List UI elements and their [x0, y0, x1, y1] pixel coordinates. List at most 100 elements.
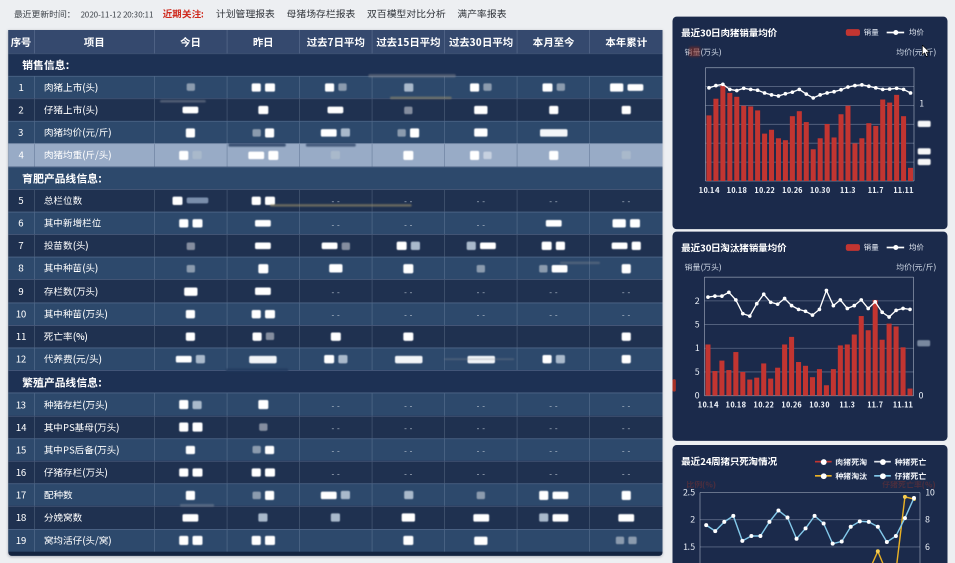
legend-sales-label[interactable]: 销量 [863, 241, 879, 253]
value-cell [153, 529, 227, 552]
link-sow-farm-inventory-report[interactable]: 母猪场存栏报表 [286, 6, 356, 21]
value-cell [299, 325, 372, 348]
value-cell [226, 121, 299, 144]
redacted-value-blob [541, 241, 552, 251]
legend-price-label[interactable]: 均价 [908, 241, 924, 253]
chart-panel-death-cull: 最近24周猪只死淘情况 肉猪死淘 种猪死亡 种猪淘汰 仔猪死亡 比例(%) 仔猪死亡率… [672, 444, 948, 563]
table-row-7[interactable]: 7 投苗数(头) [7, 234, 663, 257]
link-full-capacity-report[interactable]: 满产率报表 [457, 6, 507, 21]
redacted-value-blob [539, 264, 548, 273]
table-row-13[interactable]: 13 种猪存栏(万头) - - - - - - - - - - [7, 392, 663, 416]
value-cell [589, 121, 663, 144]
table-row-11[interactable]: 11 死亡率(%) [7, 324, 663, 348]
table-row-10[interactable]: 10 其中种苗(万头) - - - - - - - - - - [7, 302, 663, 325]
redacted-value-blob [538, 490, 549, 500]
row-number: 13 [15, 397, 27, 412]
column-header-9: 本年累计 [589, 29, 663, 53]
value-cell [371, 529, 445, 552]
value-cell: - - [589, 416, 663, 439]
svg-text:10.14: 10.14 [698, 400, 719, 411]
redacted-value-blob [555, 355, 566, 364]
redacted-value-blob [479, 242, 496, 250]
value-cell: - - [444, 212, 517, 235]
table-row-19[interactable]: 19 窝均活仔(头/窝) [7, 528, 663, 552]
legend-item-肉猪死淘[interactable]: 肉猪死淘 [815, 456, 867, 467]
legend-line-marker [815, 458, 833, 465]
legend-sales-swatch[interactable] [846, 28, 861, 36]
value-cell: - - [444, 461, 517, 484]
table-row-2[interactable]: 2 仔猪上市(头) [7, 98, 663, 121]
table-row-9[interactable]: 9 存栏数(万头) - - - - - - - - - - [7, 279, 663, 303]
redacted-value-blob [178, 536, 189, 545]
not-applicable-dashes: - - [549, 194, 559, 207]
redacted-value-blob [252, 332, 262, 341]
value-cell [226, 325, 299, 348]
redacted-value-blob [341, 242, 350, 250]
table-row-5[interactable]: 5 总栏位数 - - - - - - - - - - [7, 188, 663, 212]
link-double-hundred-model-compare[interactable]: 双百模型对比分析 [367, 6, 446, 21]
table-row-14[interactable]: 14 其中PS基母(万头) - - - - - - - - - - [7, 415, 663, 439]
value-cell [226, 235, 299, 257]
redacted-value-blob [179, 150, 189, 160]
row-number: 9 [18, 284, 24, 298]
legend-item-仔猪死亡[interactable]: 仔猪死亡 [874, 469, 927, 482]
table-row-8[interactable]: 8 其中种苗(头) [7, 256, 663, 280]
redacted-value-blob [264, 128, 275, 138]
redacted-value-blob [251, 468, 262, 477]
value-cell [516, 76, 590, 99]
value-cell: - - [299, 461, 372, 484]
row-item-label: 分娩窝数 [33, 506, 154, 529]
value-cell [226, 393, 299, 416]
table-row-17[interactable]: 17 配种数 [7, 483, 663, 507]
value-cell: - - [589, 438, 663, 461]
table-row-15[interactable]: 15 其中PS后备(万头) - - - - - - - - - - [7, 438, 663, 461]
table-row-3[interactable]: 3 肉猪均价(元/斤) [7, 120, 663, 144]
recent-focus-label: 近期关注: [162, 7, 205, 21]
not-applicable-dashes: - - [549, 466, 559, 479]
redacted-value-blob [551, 265, 568, 273]
redacted-value-blob [179, 400, 189, 409]
table-row-16[interactable]: 16 仔猪存栏(万头) - - - - - - - - - - [7, 460, 663, 484]
value-cell [153, 484, 227, 507]
value-cell [371, 257, 445, 280]
svg-text:8: 8 [925, 513, 930, 526]
legend-item-种猪淘汰[interactable]: 种猪淘汰 [815, 470, 867, 482]
redacted-value-blob [255, 219, 272, 227]
value-cell [153, 303, 227, 325]
not-applicable-dashes: - - [476, 194, 486, 207]
value-cell [299, 484, 372, 507]
value-cell [589, 235, 663, 257]
not-applicable-dashes: - - [621, 420, 631, 434]
redacted-value-blob [172, 196, 183, 206]
redacted-value-blob [324, 354, 334, 364]
legend-price-marker[interactable] [887, 244, 905, 251]
legend-sales-label[interactable]: 销量 [863, 26, 879, 38]
table-row-6[interactable]: 6 其中新增栏位 - - - - - - [7, 211, 663, 235]
link-plan-report[interactable]: 计划管理报表 [215, 6, 275, 21]
row-number: 5 [18, 194, 24, 208]
value-cell [153, 121, 227, 144]
table-row-4[interactable]: 4 肉猪均重(斤/头) [7, 143, 663, 167]
table-row-18[interactable]: 18 分娩窝数 [7, 506, 663, 529]
not-applicable-dashes: - - [549, 398, 559, 411]
legend-price-marker[interactable] [887, 29, 905, 36]
redacted-value-blob [612, 219, 627, 228]
svg-text:2: 2 [690, 513, 695, 526]
redacted-value-blob [324, 83, 335, 92]
legend-item-种猪死亡[interactable]: 种猪死亡 [874, 456, 926, 467]
legend-sales-swatch[interactable] [846, 243, 861, 251]
row-number: 8 [18, 261, 24, 276]
svg-text:1: 1 [694, 342, 699, 355]
value-cell [516, 99, 590, 121]
redacted-value-blob [251, 196, 262, 206]
legend-label: 仔猪死亡 [894, 469, 927, 482]
table-row-1[interactable]: 1 肉猪上市(头) [7, 75, 663, 99]
redacted-value-blob [627, 83, 643, 91]
value-cell [226, 416, 299, 439]
row-number: 3 [18, 126, 24, 140]
redacted-value-blob [338, 83, 347, 92]
table-row-12[interactable]: 12 代养费(元/头) [7, 347, 663, 371]
legend-price-label[interactable]: 均价 [908, 26, 924, 38]
row-number: 14 [15, 420, 27, 434]
row-item-label: 其中PS基母(万头) [33, 416, 154, 439]
